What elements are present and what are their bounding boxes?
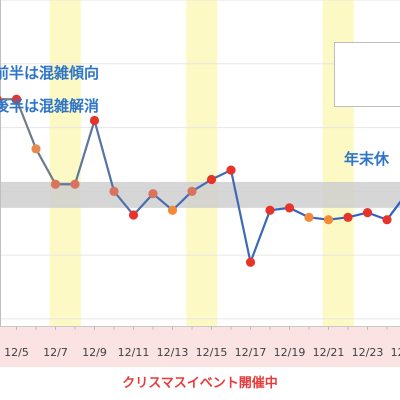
annotation-second-half: 後半は混雑解消 — [0, 97, 100, 115]
legend-box — [334, 42, 400, 107]
highlight-range-0 — [49, 0, 81, 326]
data-point-12-6 — [31, 144, 41, 154]
data-point-12-16 — [226, 165, 236, 175]
highlight-range-1 — [186, 0, 218, 326]
x-tick-label: 12/11 — [118, 346, 150, 359]
data-point-12-21 — [323, 215, 334, 225]
data-point-12-7 — [50, 179, 61, 189]
data-point-12-17 — [245, 257, 256, 267]
data-point-12-15 — [206, 174, 217, 185]
x-tick-label: 12/21 — [313, 346, 345, 359]
series-line — [0, 98, 400, 264]
event-label: クリスマスイベント開催中 — [122, 376, 278, 391]
data-point-12-14 — [187, 186, 197, 196]
x-tick-label: 12/17 — [235, 346, 267, 359]
data-point-12-13 — [167, 205, 178, 215]
data-point-12-20 — [304, 212, 314, 222]
x-tick-label: 12/5 — [4, 346, 29, 359]
data-point-12-8 — [70, 179, 80, 189]
event-bar — [0, 327, 400, 367]
x-tick-label: 12/19 — [274, 346, 306, 359]
x-tick-label: 12/9 — [82, 346, 107, 359]
data-point-12-23 — [362, 208, 373, 218]
annotation-year-end: 年末休 — [344, 150, 390, 168]
x-tick-label: 12/25 — [391, 346, 400, 359]
x-tick-label: 12/15 — [196, 346, 228, 359]
data-point-12-4 — [0, 95, 2, 103]
data-point-12-12 — [148, 189, 158, 199]
annotation-first-half: 前半は混雑傾向 — [0, 64, 100, 82]
x-tick-label: 12/7 — [43, 346, 68, 359]
data-point-12-9 — [89, 115, 100, 126]
data-point-12-22 — [343, 212, 353, 222]
x-tick-label: 12/23 — [352, 346, 384, 359]
x-tick-label: 12/13 — [157, 346, 189, 359]
data-point-12-18 — [265, 205, 275, 215]
data-point-12-5 — [11, 94, 22, 104]
data-point-12-19 — [284, 203, 295, 213]
data-point-12-24 — [382, 215, 392, 225]
data-point-12-10 — [109, 186, 119, 196]
data-point-12-11 — [128, 210, 139, 220]
